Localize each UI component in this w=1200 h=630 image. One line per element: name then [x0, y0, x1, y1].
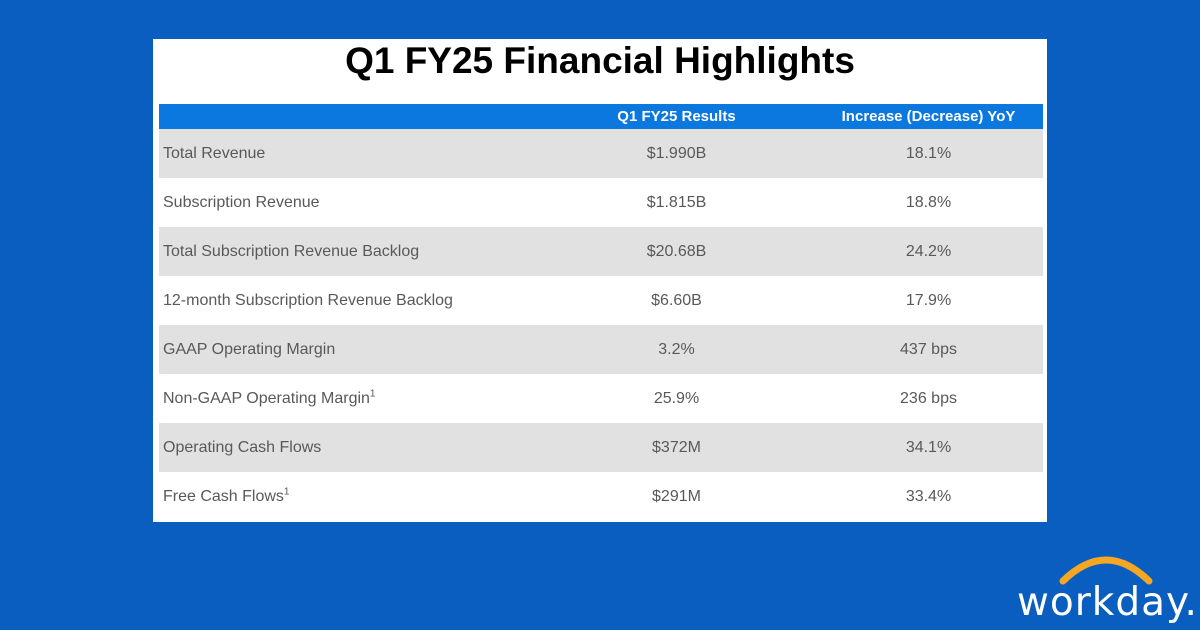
row-change: 33.4% — [905, 487, 952, 505]
highlights-table: Q1 FY25 Results Increase (Decrease) YoY … — [159, 104, 1043, 521]
row-result: $1.990B — [646, 144, 707, 162]
row-metric: GAAP Operating Margin — [163, 340, 336, 358]
table-row: Non-GAAP Operating Margin1 25.9% 236 bps — [159, 374, 1043, 423]
row-metric: Total Revenue — [163, 144, 266, 162]
row-metric: 12-month Subscription Revenue Backlog — [163, 291, 453, 309]
header-yoy: Increase (Decrease) YoY — [841, 108, 1016, 125]
table-row: Total Revenue $1.990B 18.1% — [159, 129, 1043, 178]
table-row: Operating Cash Flows $372M 34.1% — [159, 423, 1043, 472]
row-change: 18.1% — [905, 144, 952, 162]
table-row: Total Subscription Revenue Backlog $20.6… — [159, 227, 1043, 276]
workday-logo: workday. — [1011, 545, 1200, 630]
row-result: $291M — [652, 487, 701, 505]
header-results: Q1 FY25 Results — [617, 108, 736, 125]
row-result: $1.815B — [646, 193, 707, 211]
footnote-marker: 1 — [283, 486, 290, 498]
row-metric: Subscription Revenue — [163, 193, 320, 211]
page-title: Q1 FY25 Financial Highlights — [345, 40, 855, 81]
footnote-marker: 1 — [369, 388, 376, 400]
table-row: GAAP Operating Margin 3.2% 437 bps — [159, 325, 1043, 374]
table-row: Free Cash Flows1 $291M 33.4% — [159, 472, 1043, 521]
workday-arc-icon — [1059, 556, 1153, 585]
row-metric: Operating Cash Flows — [163, 438, 322, 456]
row-result: 25.9% — [653, 389, 700, 407]
row-change: 437 bps — [900, 340, 957, 358]
row-result: 3.2% — [658, 340, 695, 358]
row-metric: Total Subscription Revenue Backlog — [163, 242, 420, 260]
table-row: Subscription Revenue $1.815B 18.8% — [159, 178, 1043, 227]
row-change: 236 bps — [900, 389, 957, 407]
table-header: Q1 FY25 Results Increase (Decrease) YoY — [159, 104, 1043, 129]
row-metric: Non-GAAP Operating Margin1 — [163, 388, 376, 407]
row-change: 34.1% — [905, 438, 952, 456]
table-row: 12-month Subscription Revenue Backlog $6… — [159, 276, 1043, 325]
workday-wordmark: workday. — [1017, 580, 1198, 625]
row-result: $20.68B — [646, 242, 707, 260]
row-result: $372M — [652, 438, 701, 456]
row-change: 24.2% — [905, 242, 952, 260]
row-result: $6.60B — [651, 291, 702, 309]
row-change: 17.9% — [905, 291, 952, 309]
row-metric: Free Cash Flows1 — [163, 486, 290, 505]
row-change: 18.8% — [905, 193, 952, 211]
highlights-card: Q1 FY25 Financial Highlights Q1 FY25 Res… — [153, 39, 1047, 522]
